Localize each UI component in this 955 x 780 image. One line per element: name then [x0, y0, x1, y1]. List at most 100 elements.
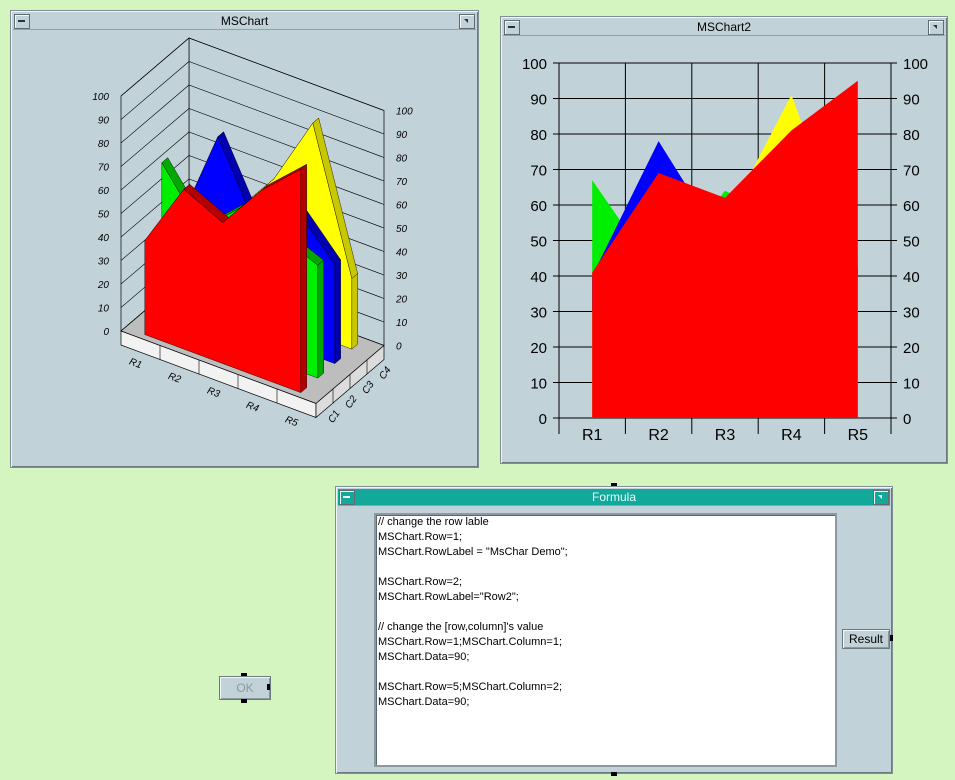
y2-tick-label: 80: [396, 154, 408, 165]
resize-handle[interactable]: [241, 673, 247, 677]
depth-tick-label: C4: [377, 365, 394, 382]
y-tick-label: 90: [98, 116, 110, 127]
y2-tick-label: 100: [396, 107, 413, 118]
y2-tick-label: 50: [396, 224, 408, 235]
y2-tick-label: 60: [396, 201, 408, 212]
mschart2-window: MSChart2 0 0 10 10 20 20 30 30 40 40 50 50 60 60 70 70 8…: [500, 16, 948, 464]
y2-tick-label: 80: [903, 127, 920, 144]
y2-tick-label: 30: [903, 305, 920, 322]
code-line: MSChart.Data=90;: [378, 696, 470, 708]
y-tick-label: 30: [98, 257, 110, 268]
y2-tick-label: 70: [396, 177, 408, 188]
formula-window: Formula // change the row lable MSChart.R…: [335, 486, 893, 774]
minimize-icon[interactable]: [459, 14, 475, 29]
y2-tick-label: 10: [396, 318, 408, 329]
y-tick-label: 80: [530, 127, 547, 144]
depth-tick-label: C1: [326, 408, 342, 425]
y-tick-label: 0: [103, 327, 109, 338]
result-button[interactable]: Result: [842, 629, 890, 649]
y-tick-label: 0: [539, 411, 547, 428]
system-menu-icon[interactable]: [14, 14, 30, 29]
minimize-icon[interactable]: [873, 490, 889, 505]
formula-titlebar[interactable]: Formula: [338, 489, 890, 506]
code-line: MSChart.Row=1;: [378, 531, 463, 543]
area3d-side-yellow: [351, 273, 358, 350]
mschart2-titlebar[interactable]: MSChart2: [503, 19, 945, 36]
code-line: MSChart.Row=1;MSChart.Column=1;: [378, 636, 563, 648]
y2-tick-label: 90: [903, 92, 920, 109]
y2-tick-label: 70: [903, 163, 920, 180]
x-tick-label: R2: [648, 427, 669, 444]
resize-handle[interactable]: [611, 772, 617, 776]
y-tick-label: 80: [98, 139, 110, 150]
y-tick-label: 30: [530, 305, 547, 322]
y2-tick-label: 90: [396, 130, 408, 141]
y-tick-label: 90: [530, 92, 547, 109]
code-line: MSChart.RowLabel="Row2";: [378, 591, 519, 603]
x-tick-label: R4: [781, 427, 802, 444]
x-tick-label: R5: [848, 427, 869, 444]
y-tick-label: 100: [522, 56, 547, 73]
y2-tick-label: 60: [903, 198, 920, 215]
y-tick-label: 20: [530, 340, 547, 357]
area3d-side-red: [300, 163, 307, 394]
y-tick-label: 100: [92, 92, 109, 103]
y-tick-label: 60: [98, 186, 110, 197]
x-tick-label: R3: [205, 386, 221, 401]
y2-tick-label: 50: [903, 234, 920, 251]
mschart2-area-chart[interactable]: 0 0 10 10 20 20 30 30 40 40 50 50 60 60 70 70 80 80 90 90 10…: [501, 37, 947, 463]
y-tick-label: 50: [98, 210, 110, 221]
y2-tick-label: 10: [903, 376, 920, 393]
x-tick-label: R2: [166, 371, 182, 386]
system-menu-icon[interactable]: [339, 490, 355, 505]
depth-tick-label: C3: [360, 379, 377, 396]
resize-handle[interactable]: [890, 635, 893, 641]
code-line: MSChart.Row=2;: [378, 576, 463, 588]
code-line: [376, 560, 835, 575]
y-tick-label: 10: [530, 376, 547, 393]
code-line: MSChart.Data=90;: [378, 651, 470, 663]
code-line: [376, 665, 835, 680]
y-tick-label: 70: [530, 163, 547, 180]
mschart-window: MSChart 0 0 10 10 20 20 30 30 40 40 50 50 60 60 70 70 80…: [10, 10, 479, 468]
y2-tick-label: 20: [395, 295, 408, 306]
y-tick-label: 50: [530, 234, 547, 251]
mschart-title: MSChart: [220, 14, 269, 28]
area3d-side-blue: [334, 259, 341, 365]
depth-tick-label: C2: [343, 394, 360, 411]
y2-tick-label: 40: [396, 248, 408, 259]
resize-handle[interactable]: [241, 699, 247, 703]
y-tick-label: 20: [97, 280, 110, 291]
y2-tick-label: 20: [903, 340, 920, 357]
code-line: MSChart.RowLabel = "MsChar Demo";: [378, 546, 568, 558]
mschart2-title: MSChart2: [696, 20, 752, 34]
resize-handle[interactable]: [267, 684, 270, 690]
resize-handle[interactable]: [611, 483, 617, 487]
y-tick-label: 40: [98, 233, 110, 244]
x-tick-label: R4: [244, 400, 260, 415]
minimize-icon[interactable]: [928, 20, 944, 35]
area-series-red: [592, 80, 858, 418]
code-line: MSChart.Row=5;MSChart.Column=2;: [378, 681, 563, 693]
system-menu-icon[interactable]: [504, 20, 520, 35]
formula-title: Formula: [591, 490, 636, 504]
formula-code-editor[interactable]: // change the row lable MSChart.Row=1; MSC…: [374, 513, 837, 767]
code-line: // change the row lable: [378, 516, 489, 528]
code-line: // change the [row,column]'s value: [378, 621, 544, 633]
y2-tick-label: 100: [903, 56, 928, 73]
area3d-side-green: [317, 259, 324, 379]
x-tick-label: R1: [127, 357, 143, 372]
wall-grid-line: [120, 37, 385, 111]
x-tick-label: R5: [283, 415, 299, 430]
wall-grid-line: [120, 61, 385, 135]
area3d-front-red: [144, 169, 301, 393]
x-tick-label: R3: [715, 427, 736, 444]
y2-tick-label: 30: [396, 271, 408, 282]
y-tick-label: 40: [530, 269, 547, 286]
y-tick-label: 10: [98, 304, 110, 315]
code-line: [376, 605, 835, 620]
ok-button[interactable]: OK: [219, 676, 271, 700]
mschart-titlebar[interactable]: MSChart: [13, 13, 476, 30]
mschart-3d-area-chart[interactable]: 0 0 10 10 20 20 30 30 40 40 50 50 60 60 70 70 80 80 90 90 10…: [11, 31, 478, 467]
y2-tick-label: 40: [903, 269, 920, 286]
